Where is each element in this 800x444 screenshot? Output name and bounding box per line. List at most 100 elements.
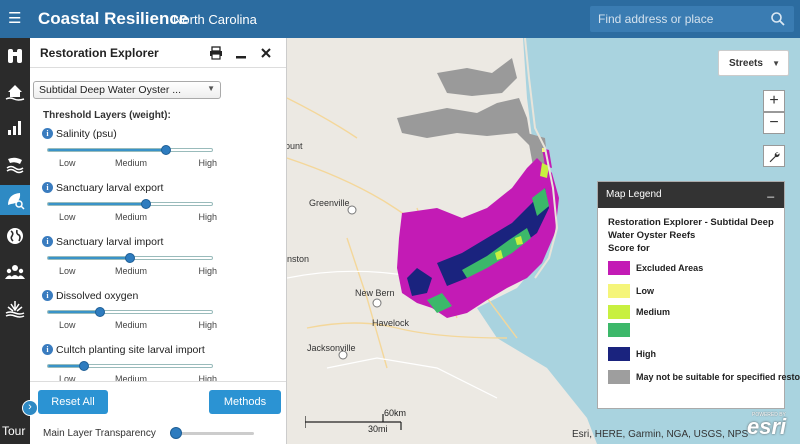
legend-label: Medium [636,307,671,317]
restoration-leaf-icon[interactable] [0,185,30,215]
collapse-panel-icon[interactable]: › [22,400,38,416]
search-box [590,6,794,32]
flood-house-icon[interactable] [0,77,30,107]
tick-low: Low [59,374,76,384]
community-icon[interactable] [0,257,30,287]
info-icon[interactable]: i [42,290,53,301]
tick-medium: Medium [115,158,148,168]
slider-thumb[interactable] [161,145,172,155]
slider-fill [48,311,101,313]
slider-ticks: Low Medium High [59,158,217,170]
place-label: ount [287,141,303,151]
minimize-icon[interactable] [233,45,249,61]
restoration-explorer-panel: Restoration Explorer Subtidal Deep Water… [30,38,287,444]
slider-fill [48,203,147,205]
place-label: New Bern [355,288,395,298]
chevron-down-icon: ▼ [207,84,215,93]
info-icon[interactable]: i [42,182,53,193]
esri-powered-text: POWERED BY [752,412,786,418]
globe-icon[interactable] [0,221,30,251]
slider-fill [48,365,85,367]
tour-link[interactable]: Tour [2,424,26,438]
legend-item: May not be suitable for specified restor… [608,370,800,386]
basemap-selector[interactable]: Streets ▼ [718,50,789,76]
info-icon[interactable]: i [42,128,53,139]
tick-low: Low [59,158,76,168]
menu-icon[interactable]: ☰ [8,10,22,27]
place-label: Havelock [372,318,410,328]
app-header: ☰ Coastal Resilience North Carolina [0,0,800,38]
tick-low: Low [59,212,76,222]
panel-footer: Reset All Methods Main Layer Transparenc… [30,381,286,444]
layer-select[interactable]: Subtidal Deep Water Oyster ... ▼ [33,81,221,99]
threshold-slider[interactable] [47,199,213,209]
app-rail: Tour [0,38,30,444]
legend-label: Excluded Areas [636,263,704,273]
info-icon[interactable]: i [42,344,53,355]
transparency-label: Main Layer Transparency [43,428,156,439]
layer-select-value: Subtidal Deep Water Oyster ... [39,84,182,96]
slider-thumb[interactable] [125,253,135,263]
slider-thumb[interactable] [95,307,106,317]
print-icon[interactable] [208,45,224,61]
esri-logo[interactable]: esri [747,414,787,439]
place-label: inston [287,254,310,264]
tick-high: High [198,212,217,222]
map-attribution[interactable]: Esri, HERE, Garmin, NGA, USGS, NPS [572,429,749,440]
legend-swatch [608,347,630,361]
transparency-slider-thumb[interactable] [169,427,182,439]
slider-thumb[interactable] [141,199,152,209]
threshold-slider[interactable] [47,307,213,317]
panel-header: Restoration Explorer [30,38,286,68]
info-icon[interactable]: i [42,236,53,247]
threshold-slider[interactable] [47,253,213,263]
legend-item: Excluded Areas [608,261,786,277]
slider-label: Cultch planting site larval import [56,344,205,356]
slider-label: Dissolved oxygen [56,290,139,302]
region-subtitle: North Carolina [173,12,257,27]
scale-bar [305,414,402,430]
transparency-slider[interactable] [170,432,254,435]
legend-layer-title: Restoration Explorer - Subtidal Deep Wat… [608,217,774,241]
threshold-title: Threshold Layers (weight): [43,110,171,121]
threshold-slider-group: i Dissolved oxygen Low Medium High [42,290,282,340]
tick-low: Low [59,320,76,330]
scale-km-label: 60km [384,408,407,418]
tick-high: High [198,158,217,168]
legend-label: May not be suitable for specified restor… [636,372,800,382]
legend-swatch [608,284,630,298]
wrench-icon[interactable] [763,145,785,167]
legend-title: Map Legend [606,189,662,200]
tick-medium: Medium [115,266,148,276]
slider-label: Sanctuary larval export [56,182,164,194]
close-icon[interactable] [258,45,274,61]
tick-high: High [198,266,217,276]
tick-high: High [198,374,217,384]
zoom-out-button[interactable]: − [763,112,785,134]
threshold-slider-group: i Sanctuary larval import Low Medium High [42,236,282,286]
search-icon[interactable] [770,11,786,27]
slider-label: Salinity (psu) [56,128,117,140]
threshold-slider[interactable] [47,145,213,155]
legend-swatch [608,261,630,275]
place-label: Greenville [309,198,350,208]
slider-thumb[interactable] [79,361,90,371]
storm-coast-icon[interactable] [0,149,30,179]
wetland-icon[interactable] [0,293,30,323]
map-legend: Map Legend _ Restoration Explorer - Subt… [597,181,800,409]
search-input[interactable] [598,6,768,32]
reset-all-button[interactable]: Reset All [38,390,108,414]
threshold-slider[interactable] [47,361,213,371]
legend-item: Medium [608,305,786,321]
bar-chart-icon[interactable] [0,113,30,143]
slider-ticks: Low Medium High [59,320,217,332]
legend-minimize-icon[interactable]: _ [767,184,774,198]
zoom-in-button[interactable]: + [763,90,785,112]
legend-item [608,323,786,339]
panel-title: Restoration Explorer [40,46,159,60]
methods-button[interactable]: Methods [209,390,281,414]
caret-down-icon: ▼ [772,59,780,68]
binoculars-icon[interactable] [0,41,30,71]
threshold-slider-group: i Salinity (psu) Low Medium High [42,128,282,178]
legend-swatch [608,305,630,319]
